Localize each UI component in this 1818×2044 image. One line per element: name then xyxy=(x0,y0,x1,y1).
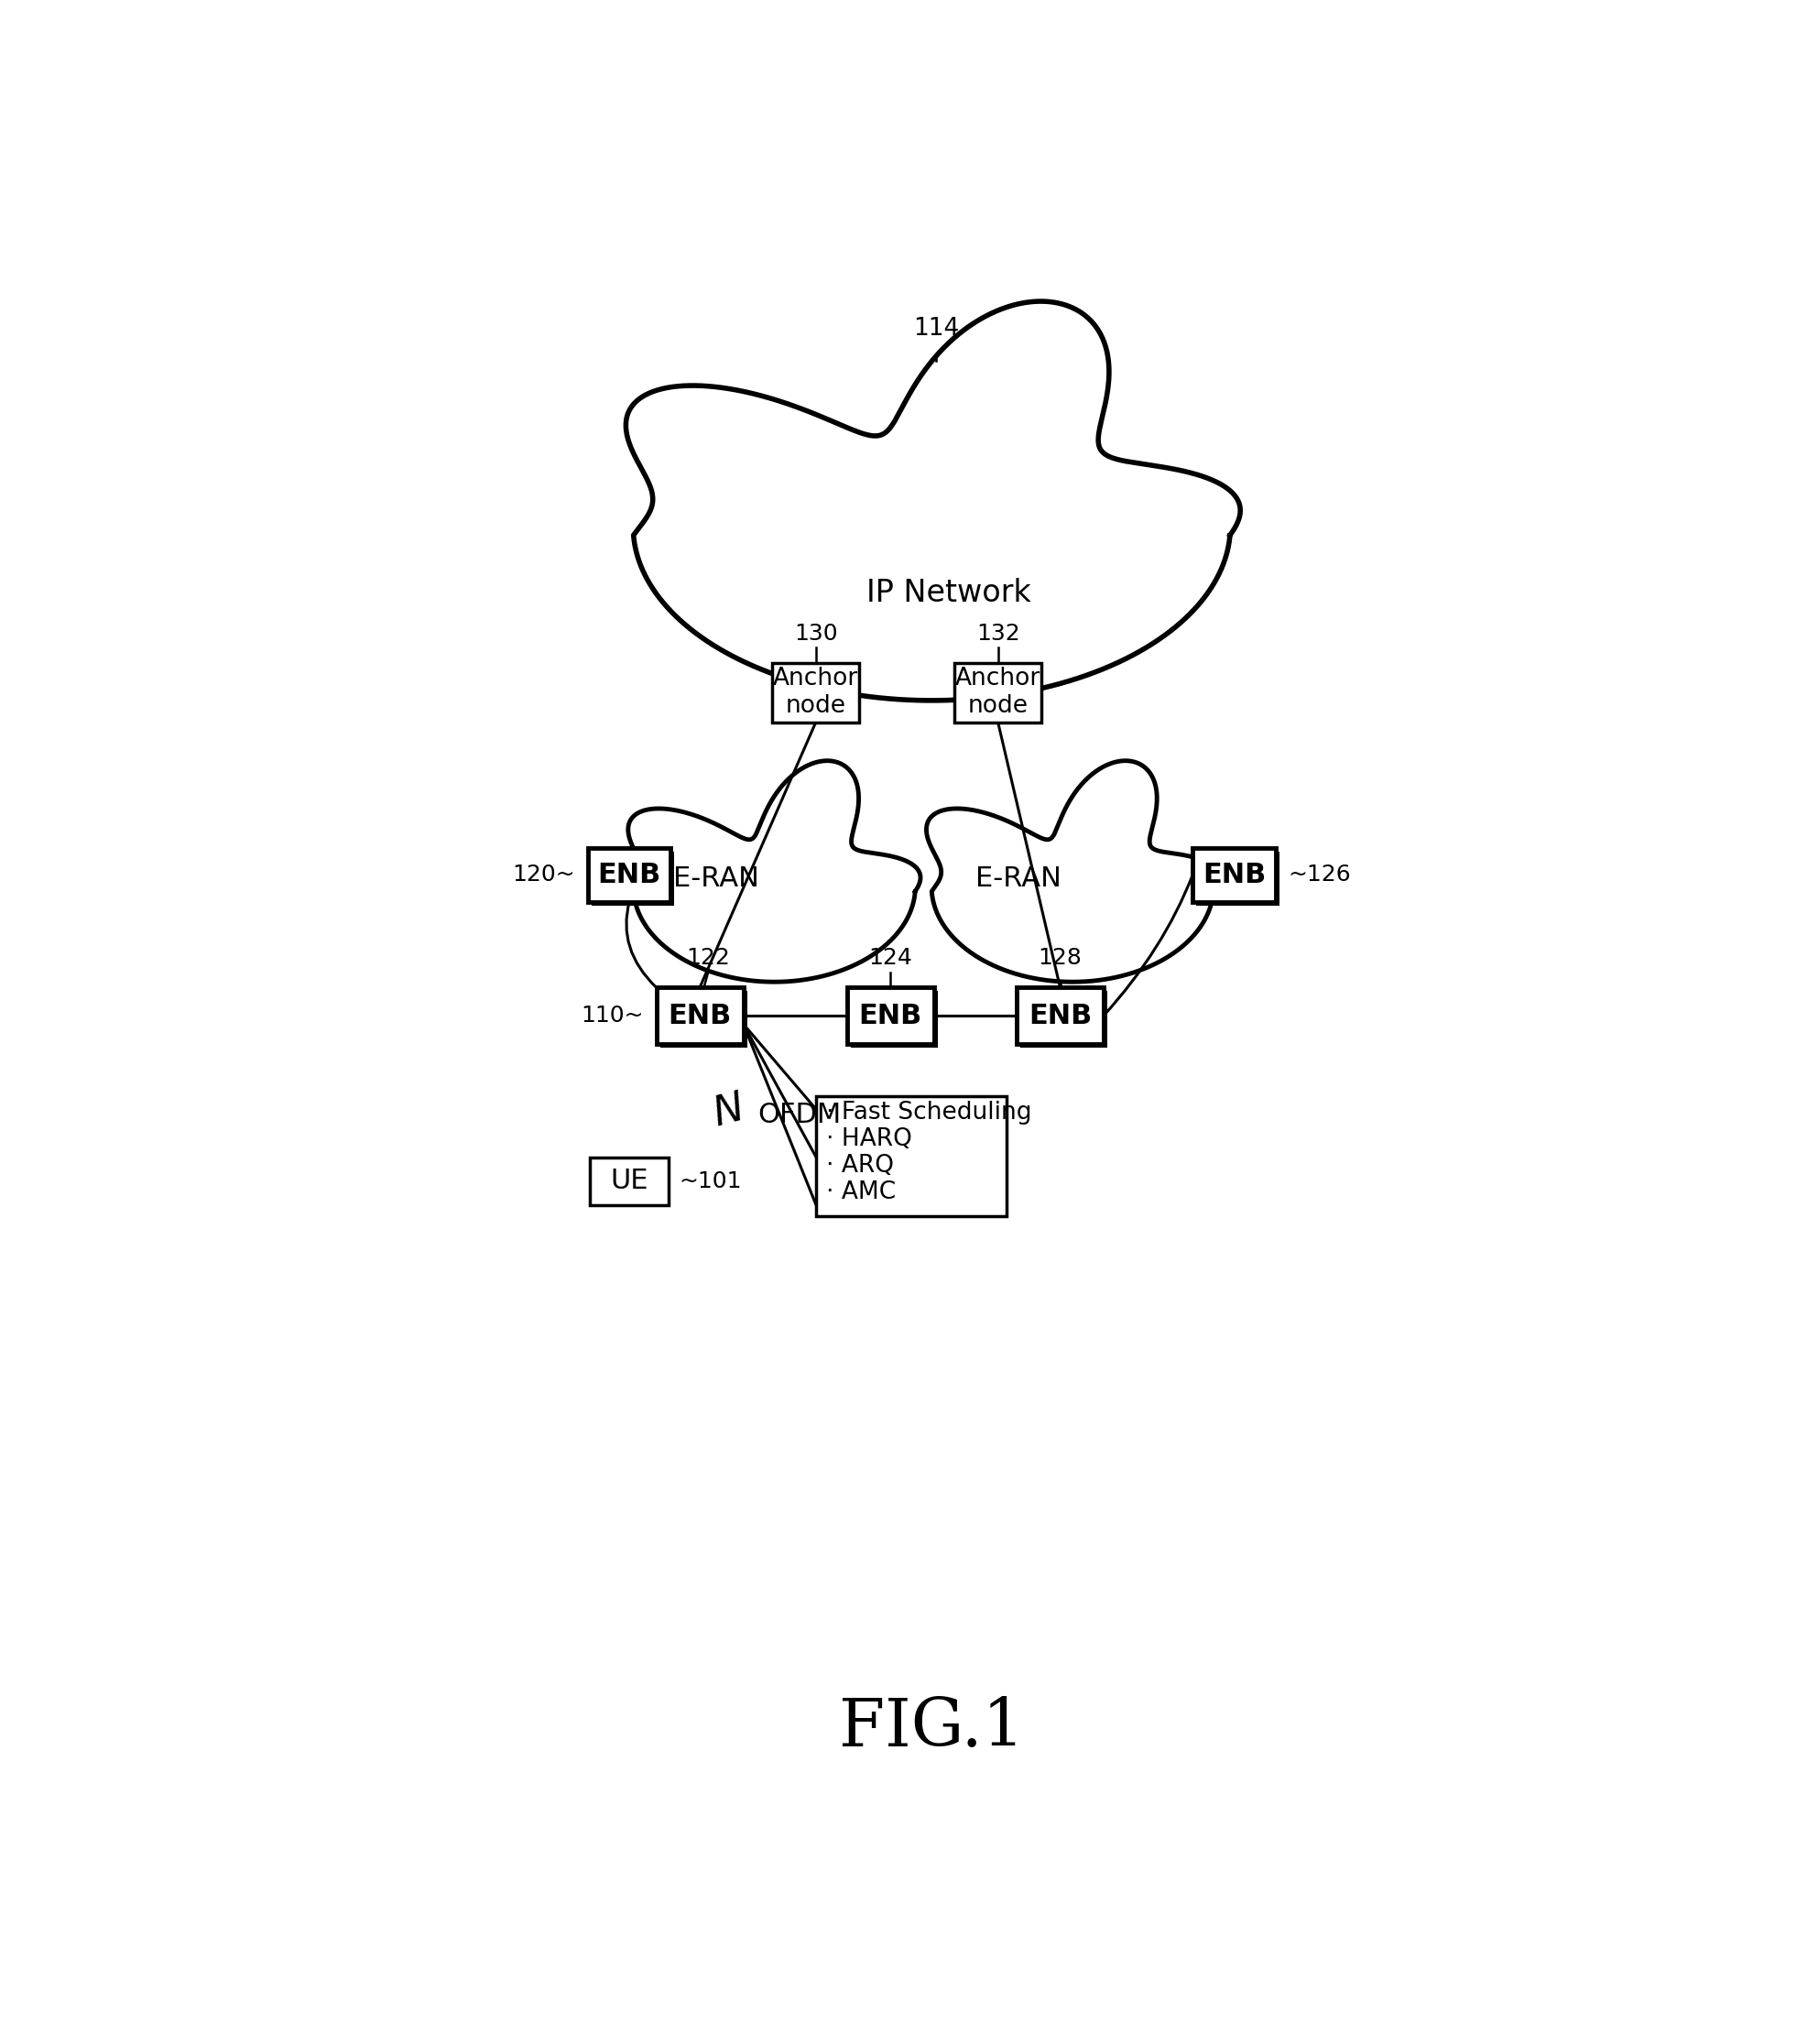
FancyBboxPatch shape xyxy=(1016,987,1104,1044)
Text: $\mathit{N}$: $\mathit{N}$ xyxy=(709,1087,749,1134)
Polygon shape xyxy=(625,300,1240,701)
Text: 132: 132 xyxy=(976,623,1020,644)
Text: ~101: ~101 xyxy=(678,1171,742,1192)
FancyBboxPatch shape xyxy=(851,991,938,1047)
Text: · HARQ: · HARQ xyxy=(825,1126,911,1151)
Text: Anchor
node: Anchor node xyxy=(954,666,1040,717)
Text: ENB: ENB xyxy=(1029,1002,1093,1028)
Text: ~126: ~126 xyxy=(1287,865,1351,885)
Text: ENB: ENB xyxy=(1202,863,1265,887)
Polygon shape xyxy=(927,760,1218,981)
Text: FIG.1: FIG.1 xyxy=(838,1697,1025,1760)
Text: ENB: ENB xyxy=(858,1002,922,1028)
Text: · ARQ: · ARQ xyxy=(825,1155,893,1177)
Text: UE: UE xyxy=(611,1167,649,1194)
Text: 120~: 120~ xyxy=(513,865,576,885)
Text: Anchor
node: Anchor node xyxy=(773,666,858,717)
FancyBboxPatch shape xyxy=(591,852,674,905)
FancyBboxPatch shape xyxy=(847,987,934,1044)
FancyBboxPatch shape xyxy=(1020,991,1107,1047)
FancyBboxPatch shape xyxy=(656,987,744,1044)
Text: ENB: ENB xyxy=(598,863,662,887)
Text: E-RAN: E-RAN xyxy=(673,867,760,893)
FancyBboxPatch shape xyxy=(587,848,671,901)
Text: E-RAN: E-RAN xyxy=(976,867,1062,893)
Text: IP Network: IP Network xyxy=(865,578,1031,609)
FancyBboxPatch shape xyxy=(1196,852,1280,905)
FancyBboxPatch shape xyxy=(591,1157,669,1206)
Text: · Fast Scheduling: · Fast Scheduling xyxy=(825,1100,1031,1124)
Text: 124: 124 xyxy=(869,946,913,969)
Text: 122: 122 xyxy=(685,946,731,969)
Text: 128: 128 xyxy=(1038,946,1082,969)
Text: OFDM: OFDM xyxy=(758,1102,842,1128)
FancyBboxPatch shape xyxy=(816,1096,1007,1216)
Polygon shape xyxy=(629,760,920,981)
Text: 114: 114 xyxy=(913,317,958,341)
Text: · AMC: · AMC xyxy=(825,1181,896,1204)
Text: ENB: ENB xyxy=(667,1002,731,1028)
Text: 110~: 110~ xyxy=(582,1006,644,1026)
FancyBboxPatch shape xyxy=(954,662,1042,722)
FancyBboxPatch shape xyxy=(1193,848,1276,901)
FancyBboxPatch shape xyxy=(660,991,747,1047)
FancyBboxPatch shape xyxy=(773,662,860,722)
Text: 130: 130 xyxy=(794,623,838,644)
